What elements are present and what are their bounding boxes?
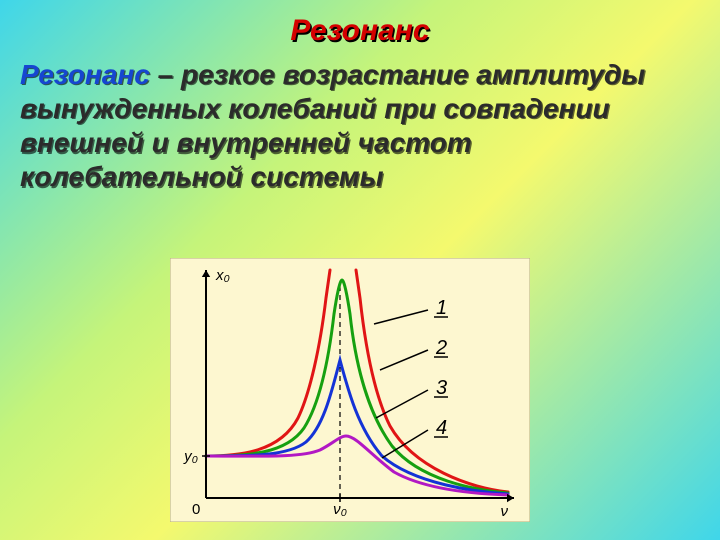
curve-label-3: 3 bbox=[436, 377, 447, 399]
x-axis-label: ν bbox=[501, 503, 509, 520]
chart-svg: x₀ ν 0 y₀ ν₀ 1 2 3 4 bbox=[170, 258, 530, 522]
curve-label-2: 2 bbox=[435, 337, 447, 359]
definition-term: Резонанс bbox=[20, 59, 150, 90]
origin-label: 0 bbox=[192, 501, 200, 518]
nu0-label: ν₀ bbox=[333, 501, 347, 518]
y0-label: y₀ bbox=[183, 448, 198, 465]
curve-label-1: 1 bbox=[436, 297, 447, 319]
curve-label-4: 4 bbox=[436, 417, 447, 439]
y-axis-label: x₀ bbox=[215, 267, 230, 284]
slide: Резонанс Резонанс Резонанс – резкое возр… bbox=[0, 0, 720, 540]
resonance-chart: x₀ ν 0 y₀ ν₀ 1 2 3 4 bbox=[170, 258, 530, 522]
definition-block: Резонанс – резкое возрастание амплитуды … bbox=[0, 58, 720, 195]
title-text: Резонанс bbox=[290, 14, 429, 47]
slide-title: Резонанс Резонанс bbox=[0, 14, 720, 48]
